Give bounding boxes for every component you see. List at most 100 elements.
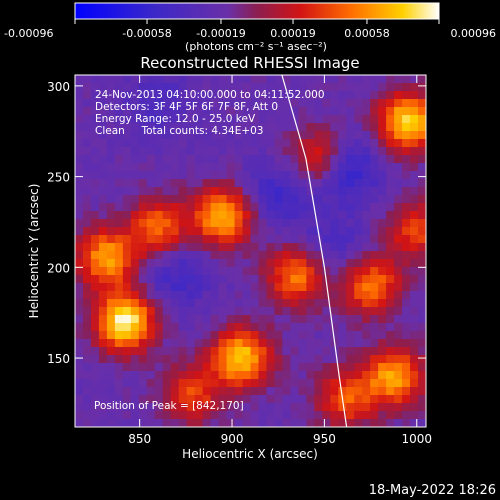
heatmap-cell xyxy=(298,403,307,412)
annotation-time-range: 24-Nov-2013 04:10:00.000 to 04:11:52.000 xyxy=(95,89,325,101)
heatmap-cell xyxy=(274,83,284,92)
heatmap-cell xyxy=(418,139,426,148)
heatmap-cell xyxy=(322,75,331,84)
heatmap-cell xyxy=(402,107,411,116)
colorbar-tick-label: 0.00019 xyxy=(270,27,316,40)
heatmap-cell xyxy=(306,339,315,348)
heatmap-cell xyxy=(114,83,124,92)
heatmap-cell xyxy=(122,267,132,276)
heatmap-cell xyxy=(106,331,116,340)
heatmap-cell xyxy=(170,155,180,164)
heatmap-cell xyxy=(75,211,84,220)
heatmap-cell xyxy=(274,387,284,396)
heatmap-cell xyxy=(210,315,220,324)
heatmap-cell xyxy=(154,123,164,132)
heatmap-cell xyxy=(362,251,371,260)
heatmap-cell xyxy=(242,339,252,348)
heatmap-cell xyxy=(122,275,132,284)
heatmap-cell xyxy=(98,363,108,372)
heatmap-cell xyxy=(298,107,307,116)
heatmap-cell xyxy=(258,419,268,427)
heatmap-cell xyxy=(186,187,196,196)
heatmap-cell xyxy=(82,275,92,284)
heatmap-cell xyxy=(250,275,260,284)
heatmap-cell xyxy=(202,147,212,156)
heatmap-cell xyxy=(154,267,164,276)
heatmap-cell xyxy=(314,387,323,396)
heatmap-cell xyxy=(122,347,132,356)
heatmap-cell xyxy=(154,147,164,156)
heatmap-cell xyxy=(75,139,84,148)
heatmap-cell xyxy=(322,227,331,236)
heatmap-cell xyxy=(138,187,148,196)
heatmap-cell xyxy=(210,203,220,212)
heatmap-cell xyxy=(98,139,108,148)
heatmap-cell xyxy=(274,291,284,300)
y-tick-label: 200 xyxy=(47,261,70,275)
heatmap-cell xyxy=(114,227,124,236)
heatmap-cell xyxy=(410,395,419,404)
heatmap-cell xyxy=(98,267,108,276)
heatmap-cell xyxy=(90,243,100,252)
heatmap-cell xyxy=(282,131,291,140)
heatmap-cell xyxy=(386,283,395,292)
heatmap-cell xyxy=(82,323,92,332)
heatmap-cell xyxy=(386,171,395,180)
heatmap-cell xyxy=(106,139,116,148)
heatmap-cell xyxy=(290,275,299,284)
heatmap-cell xyxy=(170,107,180,116)
heatmap-cell xyxy=(98,243,108,252)
heatmap-cell xyxy=(338,339,347,348)
heatmap-cell xyxy=(250,347,260,356)
heatmap-cell xyxy=(354,187,363,196)
heatmap-cell xyxy=(75,395,84,404)
heatmap-cell xyxy=(178,315,188,324)
heatmap-cell xyxy=(418,115,426,124)
heatmap-cell xyxy=(274,403,284,412)
heatmap-cell xyxy=(114,123,124,132)
heatmap-cell xyxy=(410,75,419,84)
heatmap-cell xyxy=(130,243,140,252)
heatmap-cell xyxy=(202,299,212,308)
heatmap-cell xyxy=(170,355,180,364)
heatmap-cell xyxy=(306,131,315,140)
heatmap-cell xyxy=(170,387,180,396)
heatmap-cell xyxy=(194,411,204,420)
heatmap-cell xyxy=(402,163,411,172)
heatmap-cell xyxy=(234,307,244,316)
heatmap-cell xyxy=(378,259,387,268)
heatmap-cell xyxy=(178,187,188,196)
heatmap-cell xyxy=(130,163,140,172)
heatmap-cell xyxy=(386,219,395,228)
heatmap-cell xyxy=(226,163,236,172)
heatmap-cell xyxy=(338,211,347,220)
heatmap-cell xyxy=(114,395,124,404)
heatmap-cell xyxy=(82,411,92,420)
heatmap-cell xyxy=(258,75,268,84)
heatmap-cell xyxy=(178,83,188,92)
heatmap-cell xyxy=(162,403,172,412)
heatmap-cell xyxy=(122,419,132,427)
heatmap-cell xyxy=(298,171,307,180)
heatmap-cell xyxy=(258,371,268,380)
heatmap-cell xyxy=(250,283,260,292)
heatmap-cell xyxy=(98,291,108,300)
heatmap-cell xyxy=(234,147,244,156)
heatmap-cell xyxy=(354,83,363,92)
heatmap-cell xyxy=(258,227,268,236)
heatmap-cell xyxy=(370,243,379,252)
heatmap-cell xyxy=(258,395,268,404)
heatmap-cell xyxy=(226,187,236,196)
heatmap-cell xyxy=(330,379,339,388)
heatmap-cell xyxy=(106,339,116,348)
heatmap-cell xyxy=(154,171,164,180)
heatmap-cell xyxy=(210,83,220,92)
heatmap-cell xyxy=(114,307,124,316)
heatmap-cell xyxy=(106,307,116,316)
heatmap-cell xyxy=(250,331,260,340)
heatmap-cell xyxy=(114,299,124,308)
heatmap-cell xyxy=(362,83,371,92)
heatmap-cell xyxy=(210,123,220,132)
heatmap-cell xyxy=(154,363,164,372)
heatmap-cell xyxy=(362,355,371,364)
